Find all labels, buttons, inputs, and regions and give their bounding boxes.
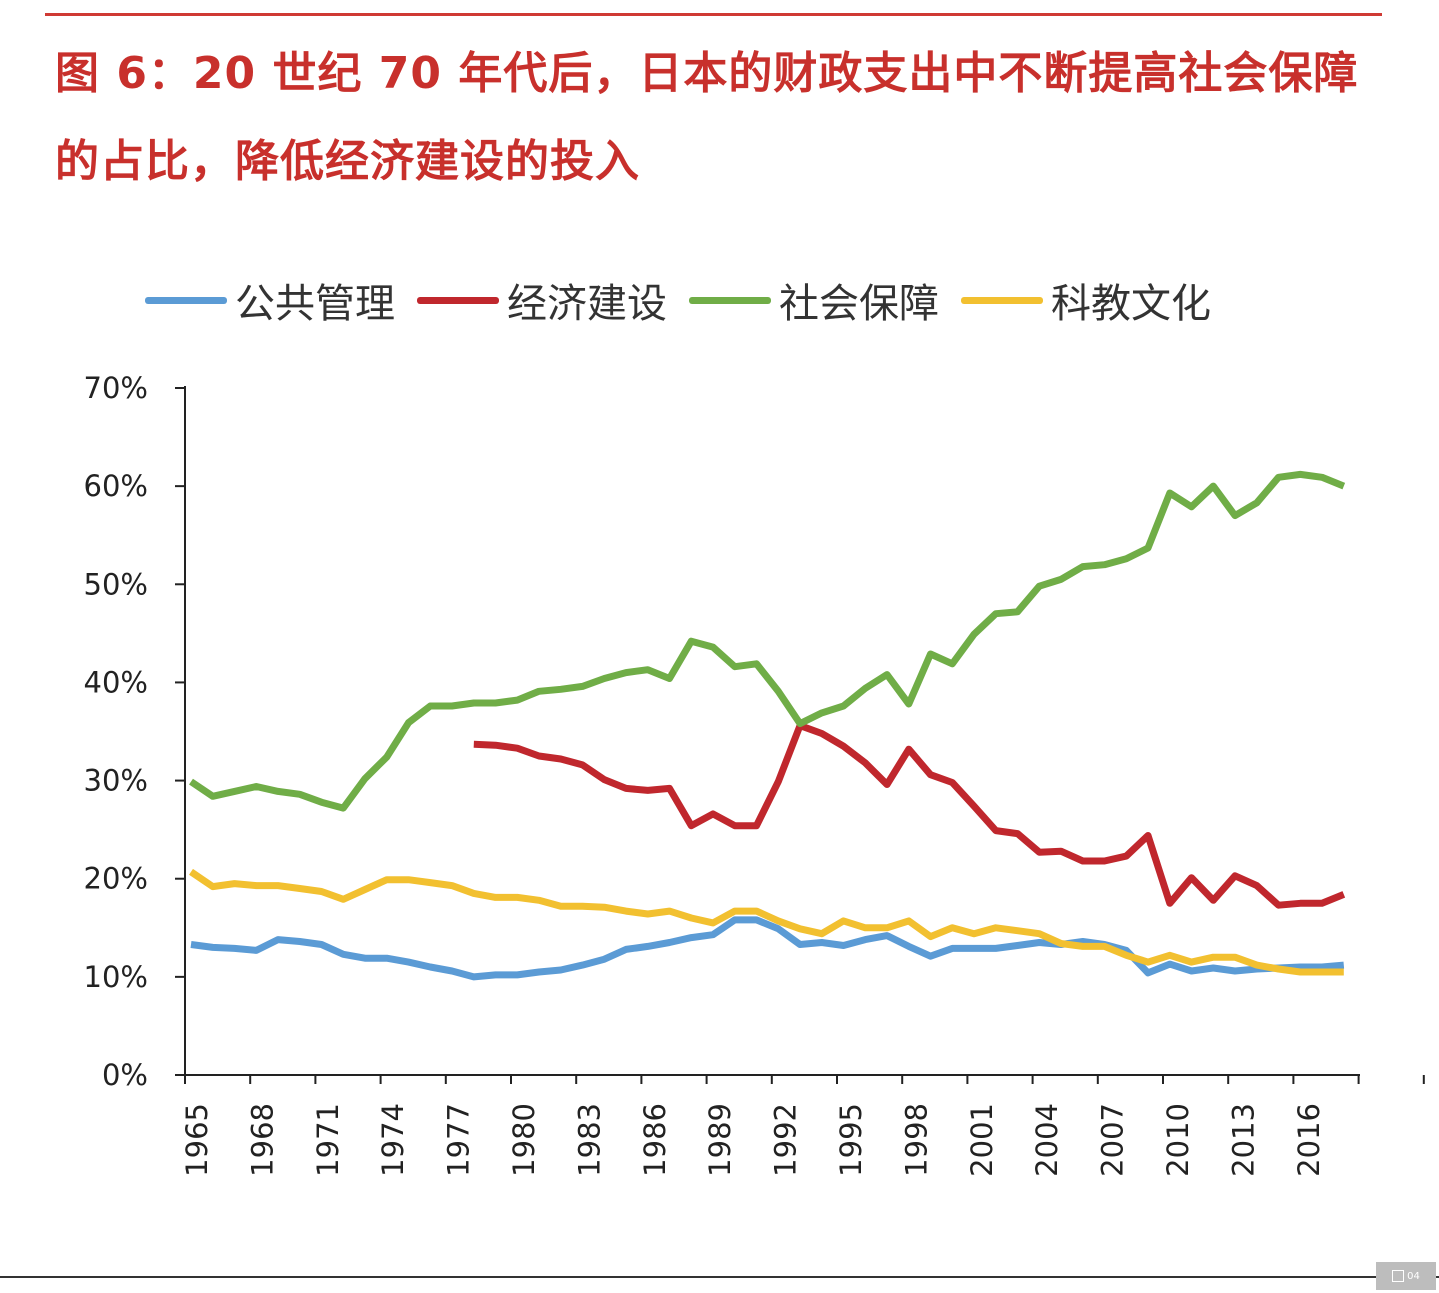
x-tick-label: 1983: [572, 1103, 606, 1177]
y-tick-label: 70%: [84, 371, 148, 405]
y-tick-label: 50%: [84, 567, 148, 601]
legend-swatch: [961, 296, 1043, 304]
chart-legend: 公共管理 经济建设 社会保障 科教文化: [145, 270, 1233, 330]
bottom-rule: [0, 1276, 1439, 1278]
x-tick-label: 1998: [899, 1103, 933, 1177]
x-tick-label: 1980: [507, 1103, 541, 1177]
legend-item: 公共管理: [145, 271, 395, 329]
badge-text: 04: [1407, 1270, 1420, 1282]
legend-label: 公共管理: [235, 281, 395, 327]
x-tick-label: 1986: [638, 1103, 672, 1177]
x-tick-label: 1971: [311, 1103, 345, 1177]
x-tick-label: 2001: [965, 1103, 999, 1177]
legend-label: 社会保障: [779, 281, 939, 327]
expand-icon: [1392, 1270, 1405, 1282]
corner-badge[interactable]: 04: [1376, 1262, 1436, 1290]
y-tick-label: 0%: [102, 1058, 148, 1092]
x-tick-label: 1968: [245, 1103, 279, 1177]
x-tick-label: 1995: [834, 1103, 868, 1177]
x-tick-label: 2004: [1030, 1103, 1064, 1177]
y-tick-label: 30%: [84, 764, 148, 798]
x-tick-label: 1992: [769, 1103, 803, 1177]
y-tick-label: 60%: [84, 469, 148, 503]
legend-label: 科教文化: [1051, 281, 1211, 327]
y-tick-label: 20%: [84, 862, 148, 896]
legend-swatch: [145, 296, 227, 304]
legend-item: 科教文化: [961, 271, 1211, 329]
legend-swatch: [417, 296, 499, 304]
x-tick-label: 2013: [1226, 1103, 1260, 1177]
figure-title: 图 6：20 世纪 70 年代后，日本的财政支出中不断提高社会保障的占比，降低经…: [55, 48, 1359, 187]
x-tick-label: 2010: [1161, 1103, 1195, 1177]
x-tick-label: 1989: [703, 1103, 737, 1177]
x-tick-label: 1974: [376, 1103, 410, 1177]
top-rule: [45, 13, 1382, 16]
x-tick-label: 2007: [1096, 1103, 1130, 1177]
y-tick-label: 10%: [84, 960, 148, 994]
series-line: [189, 868, 1344, 976]
legend-swatch: [689, 296, 771, 304]
legend-item: 经济建设: [417, 271, 667, 329]
series-line: [190, 916, 1345, 981]
x-tick-label: 1965: [180, 1103, 214, 1177]
legend-item: 社会保障: [689, 271, 939, 329]
series-line: [189, 470, 1346, 812]
x-tick-label: 1977: [442, 1103, 476, 1177]
y-tick-label: 40%: [84, 665, 148, 699]
legend-label: 经济建设: [507, 281, 667, 327]
series-line: [473, 722, 1346, 909]
x-tick-label: 2016: [1292, 1103, 1326, 1177]
